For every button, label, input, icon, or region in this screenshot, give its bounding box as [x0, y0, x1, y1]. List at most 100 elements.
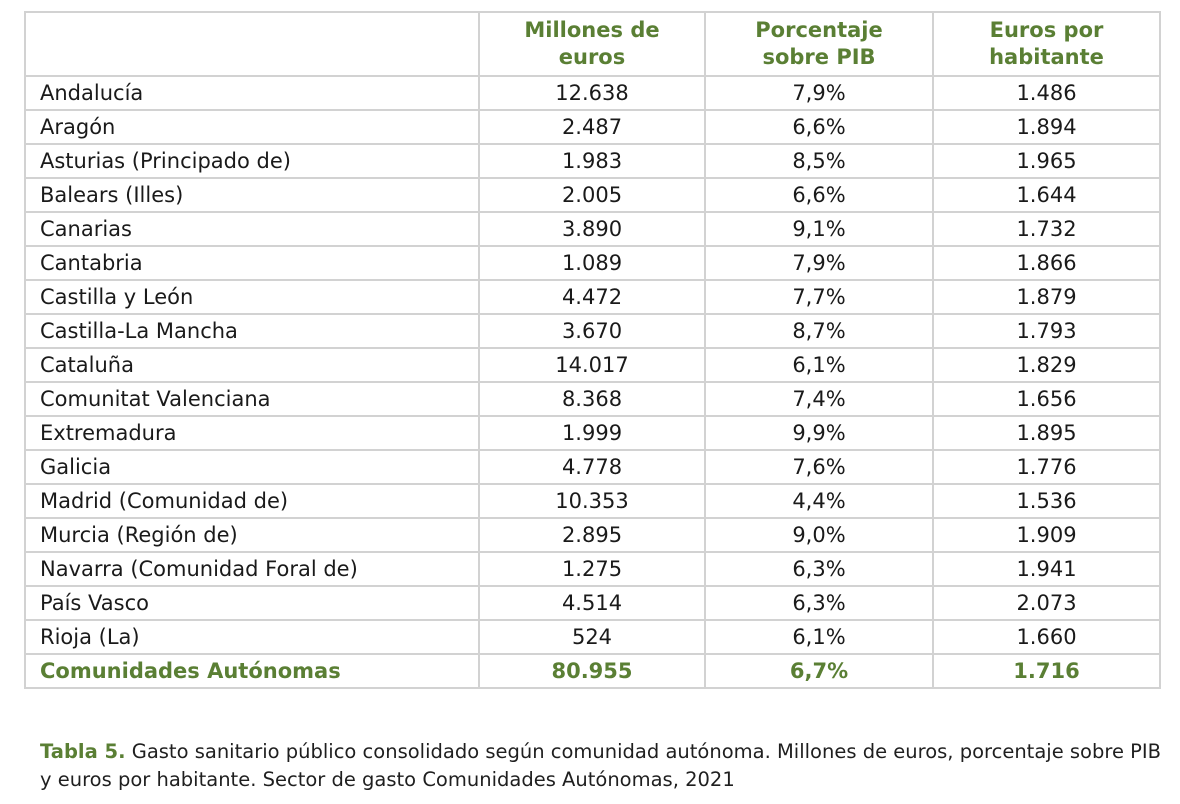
table-row: Comunitat Valenciana 8.368 7,4% 1.656	[24, 381, 1161, 417]
per-capita-value: 1.894	[932, 109, 1161, 145]
gdp-percent-value: 7,4%	[704, 381, 934, 417]
table-row: Navarra (Comunidad Foral de) 1.275 6,3% 1.9…	[24, 551, 1161, 587]
per-capita-value: 1.732	[932, 211, 1161, 247]
millions-value: 1.983	[478, 143, 706, 179]
millions-value: 2.487	[478, 109, 706, 145]
gdp-percent-value: 7,9%	[704, 75, 934, 111]
table-row: Galicia 4.778 7,6% 1.776	[24, 449, 1161, 485]
region-name: Canarias	[24, 211, 480, 247]
region-name: Andalucía	[24, 75, 480, 111]
gdp-percent-value: 7,6%	[704, 449, 934, 485]
region-name: Aragón	[24, 109, 480, 145]
gdp-percent-value: 6,1%	[704, 347, 934, 383]
caption-text: Gasto sanitario público consolidado segú…	[40, 740, 1162, 791]
table-row: Canarias 3.890 9,1% 1.732	[24, 211, 1161, 247]
gdp-percent-value: 9,9%	[704, 415, 934, 451]
gdp-percent-value: 8,5%	[704, 143, 934, 179]
per-capita-value: 2.073	[932, 585, 1161, 621]
region-name: País Vasco	[24, 585, 480, 621]
table-row: Rioja (La) 524 6,1% 1.660	[24, 619, 1161, 655]
per-capita-value: 1.909	[932, 517, 1161, 553]
gdp-percent-value: 4,4%	[704, 483, 934, 519]
millions-value: 10.353	[478, 483, 706, 519]
millions-value: 3.890	[478, 211, 706, 247]
table-caption: Tabla 5. Gasto sanitario público consoli…	[40, 738, 1165, 794]
gdp-percent-value: 9,1%	[704, 211, 934, 247]
per-capita-value: 1.829	[932, 347, 1161, 383]
millions-value: 12.638	[478, 75, 706, 111]
gdp-percent-value: 6,1%	[704, 619, 934, 655]
health-spending-table: Millones de euros Porcentaje sobre PIB Eur…	[24, 11, 1161, 689]
per-capita-value: 1.656	[932, 381, 1161, 417]
millions-value: 80.955	[478, 653, 706, 689]
millions-value: 8.368	[478, 381, 706, 417]
header-gdp-percent: Porcentaje sobre PIB	[704, 11, 934, 77]
per-capita-value: 1.716	[932, 653, 1161, 689]
gdp-percent-value: 6,7%	[704, 653, 934, 689]
per-capita-value: 1.866	[932, 245, 1161, 281]
per-capita-value: 1.793	[932, 313, 1161, 349]
table-row: Balears (Illes) 2.005 6,6% 1.644	[24, 177, 1161, 213]
millions-value: 4.514	[478, 585, 706, 621]
gdp-percent-value: 9,0%	[704, 517, 934, 553]
table-row: Cataluña 14.017 6,1% 1.829	[24, 347, 1161, 383]
region-name: Castilla-La Mancha	[24, 313, 480, 349]
millions-value: 2.895	[478, 517, 706, 553]
region-name: Comunidades Autónomas	[24, 653, 480, 689]
per-capita-value: 1.879	[932, 279, 1161, 315]
millions-value: 1.275	[478, 551, 706, 587]
gdp-percent-value: 8,7%	[704, 313, 934, 349]
millions-value: 4.778	[478, 449, 706, 485]
per-capita-value: 1.644	[932, 177, 1161, 213]
table-row: Aragón 2.487 6,6% 1.894	[24, 109, 1161, 145]
region-name: Asturias (Principado de)	[24, 143, 480, 179]
region-name: Murcia (Región de)	[24, 517, 480, 553]
millions-value: 3.670	[478, 313, 706, 349]
table-row: Castilla-La Mancha 3.670 8,7% 1.793	[24, 313, 1161, 349]
region-name: Rioja (La)	[24, 619, 480, 655]
table-row: Murcia (Región de) 2.895 9,0% 1.909	[24, 517, 1161, 553]
millions-value: 4.472	[478, 279, 706, 315]
region-name: Balears (Illes)	[24, 177, 480, 213]
millions-value: 1.089	[478, 245, 706, 281]
caption-label: Tabla 5.	[40, 740, 126, 763]
millions-value: 1.999	[478, 415, 706, 451]
gdp-percent-value: 6,6%	[704, 109, 934, 145]
gdp-percent-value: 6,6%	[704, 177, 934, 213]
table-row: Asturias (Principado de) 1.983 8,5% 1.965	[24, 143, 1161, 179]
region-name: Madrid (Comunidad de)	[24, 483, 480, 519]
table-row: Andalucía 12.638 7,9% 1.486	[24, 75, 1161, 111]
region-name: Galicia	[24, 449, 480, 485]
region-name: Comunitat Valenciana	[24, 381, 480, 417]
header-per-capita: Euros por habitante	[932, 11, 1161, 77]
gdp-percent-value: 7,9%	[704, 245, 934, 281]
per-capita-value: 1.941	[932, 551, 1161, 587]
millions-value: 2.005	[478, 177, 706, 213]
per-capita-value: 1.776	[932, 449, 1161, 485]
gdp-percent-value: 6,3%	[704, 585, 934, 621]
region-name: Extremadura	[24, 415, 480, 451]
table-row: Extremadura 1.999 9,9% 1.895	[24, 415, 1161, 451]
total-row: Comunidades Autónomas 80.955 6,7% 1.716	[24, 653, 1161, 689]
table-row: Castilla y León 4.472 7,7% 1.879	[24, 279, 1161, 315]
per-capita-value: 1.965	[932, 143, 1161, 179]
gdp-percent-value: 6,3%	[704, 551, 934, 587]
region-name: Navarra (Comunidad Foral de)	[24, 551, 480, 587]
region-name: Castilla y León	[24, 279, 480, 315]
header-region	[24, 11, 480, 77]
header-millions: Millones de euros	[478, 11, 706, 77]
per-capita-value: 1.895	[932, 415, 1161, 451]
per-capita-value: 1.486	[932, 75, 1161, 111]
region-name: Cataluña	[24, 347, 480, 383]
table-row: Cantabria 1.089 7,9% 1.866	[24, 245, 1161, 281]
millions-value: 524	[478, 619, 706, 655]
per-capita-value: 1.536	[932, 483, 1161, 519]
gdp-percent-value: 7,7%	[704, 279, 934, 315]
millions-value: 14.017	[478, 347, 706, 383]
region-name: Cantabria	[24, 245, 480, 281]
table-row: País Vasco 4.514 6,3% 2.073	[24, 585, 1161, 621]
table-header-row: Millones de euros Porcentaje sobre PIB Eur…	[24, 11, 1161, 77]
table-row: Madrid (Comunidad de) 10.353 4,4% 1.536	[24, 483, 1161, 519]
per-capita-value: 1.660	[932, 619, 1161, 655]
